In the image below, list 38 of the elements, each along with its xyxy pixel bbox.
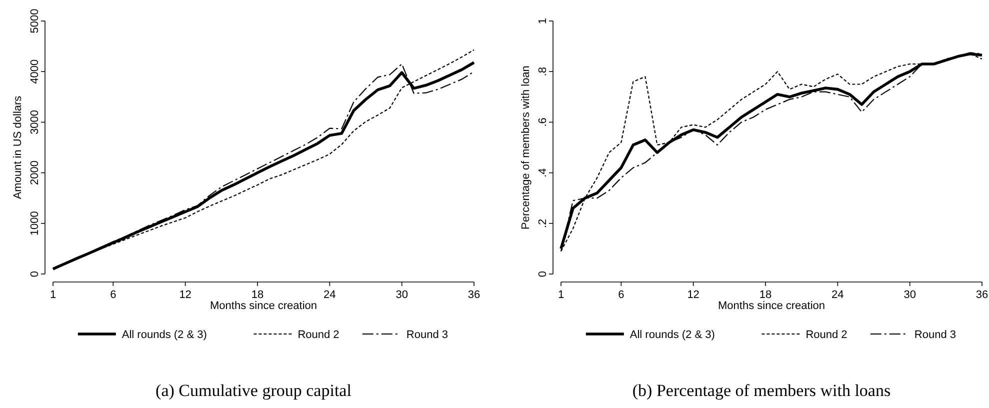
y-tick-label: .6 — [537, 118, 549, 127]
legend-label: Round 3 — [914, 329, 956, 341]
y-tick-label: .2 — [537, 218, 549, 228]
x-tick-label: 1 — [558, 289, 564, 301]
y-tick-label: 4000 — [29, 59, 41, 84]
legend-label: All rounds (2 & 3) — [630, 329, 715, 341]
y-tick-label: 3000 — [29, 110, 41, 134]
y-tick-label: 2000 — [29, 160, 41, 186]
legend-label: Round 2 — [806, 329, 848, 341]
x-axis-title: Months since creation — [210, 300, 317, 312]
y-axis-title: Percentage of members with loan — [520, 66, 532, 230]
legend-label: Round 2 — [298, 329, 340, 341]
y-tick-label: 1 — [537, 18, 549, 24]
text: (a) Cumulative group capital — [156, 381, 352, 400]
x-tick-label: 6 — [110, 289, 116, 301]
text: (b) Percentage of members with loans — [632, 381, 891, 400]
x-tick-label: 12 — [687, 289, 700, 301]
x-tick-label: 24 — [324, 289, 336, 301]
x-tick-label: 36 — [976, 289, 988, 301]
x-tick-label: 12 — [179, 289, 192, 301]
y-tick-label: 5000 — [29, 8, 41, 34]
x-tick-label: 6 — [618, 289, 624, 301]
y-tick-label: .4 — [537, 168, 549, 178]
y-tick-label: 1000 — [29, 211, 41, 236]
x-tick-label: 30 — [396, 289, 408, 301]
y-tick-label: 0 — [29, 270, 41, 278]
x-axis-title: Months since creation — [718, 300, 825, 312]
y-axis-title: Amount in US dollars — [12, 95, 24, 200]
x-tick-label: 24 — [832, 289, 844, 301]
y-tick-label: .8 — [537, 67, 549, 76]
x-tick-label: 30 — [904, 289, 916, 301]
legend-label: Round 3 — [406, 329, 448, 341]
x-tick-label: 1 — [50, 289, 56, 301]
x-tick-label: 18 — [251, 289, 264, 301]
x-tick-label: 36 — [468, 289, 480, 301]
y-tick-label: 0 — [537, 270, 549, 278]
x-tick-label: 18 — [759, 289, 772, 301]
legend-label: All rounds (2 & 3) — [122, 329, 207, 341]
